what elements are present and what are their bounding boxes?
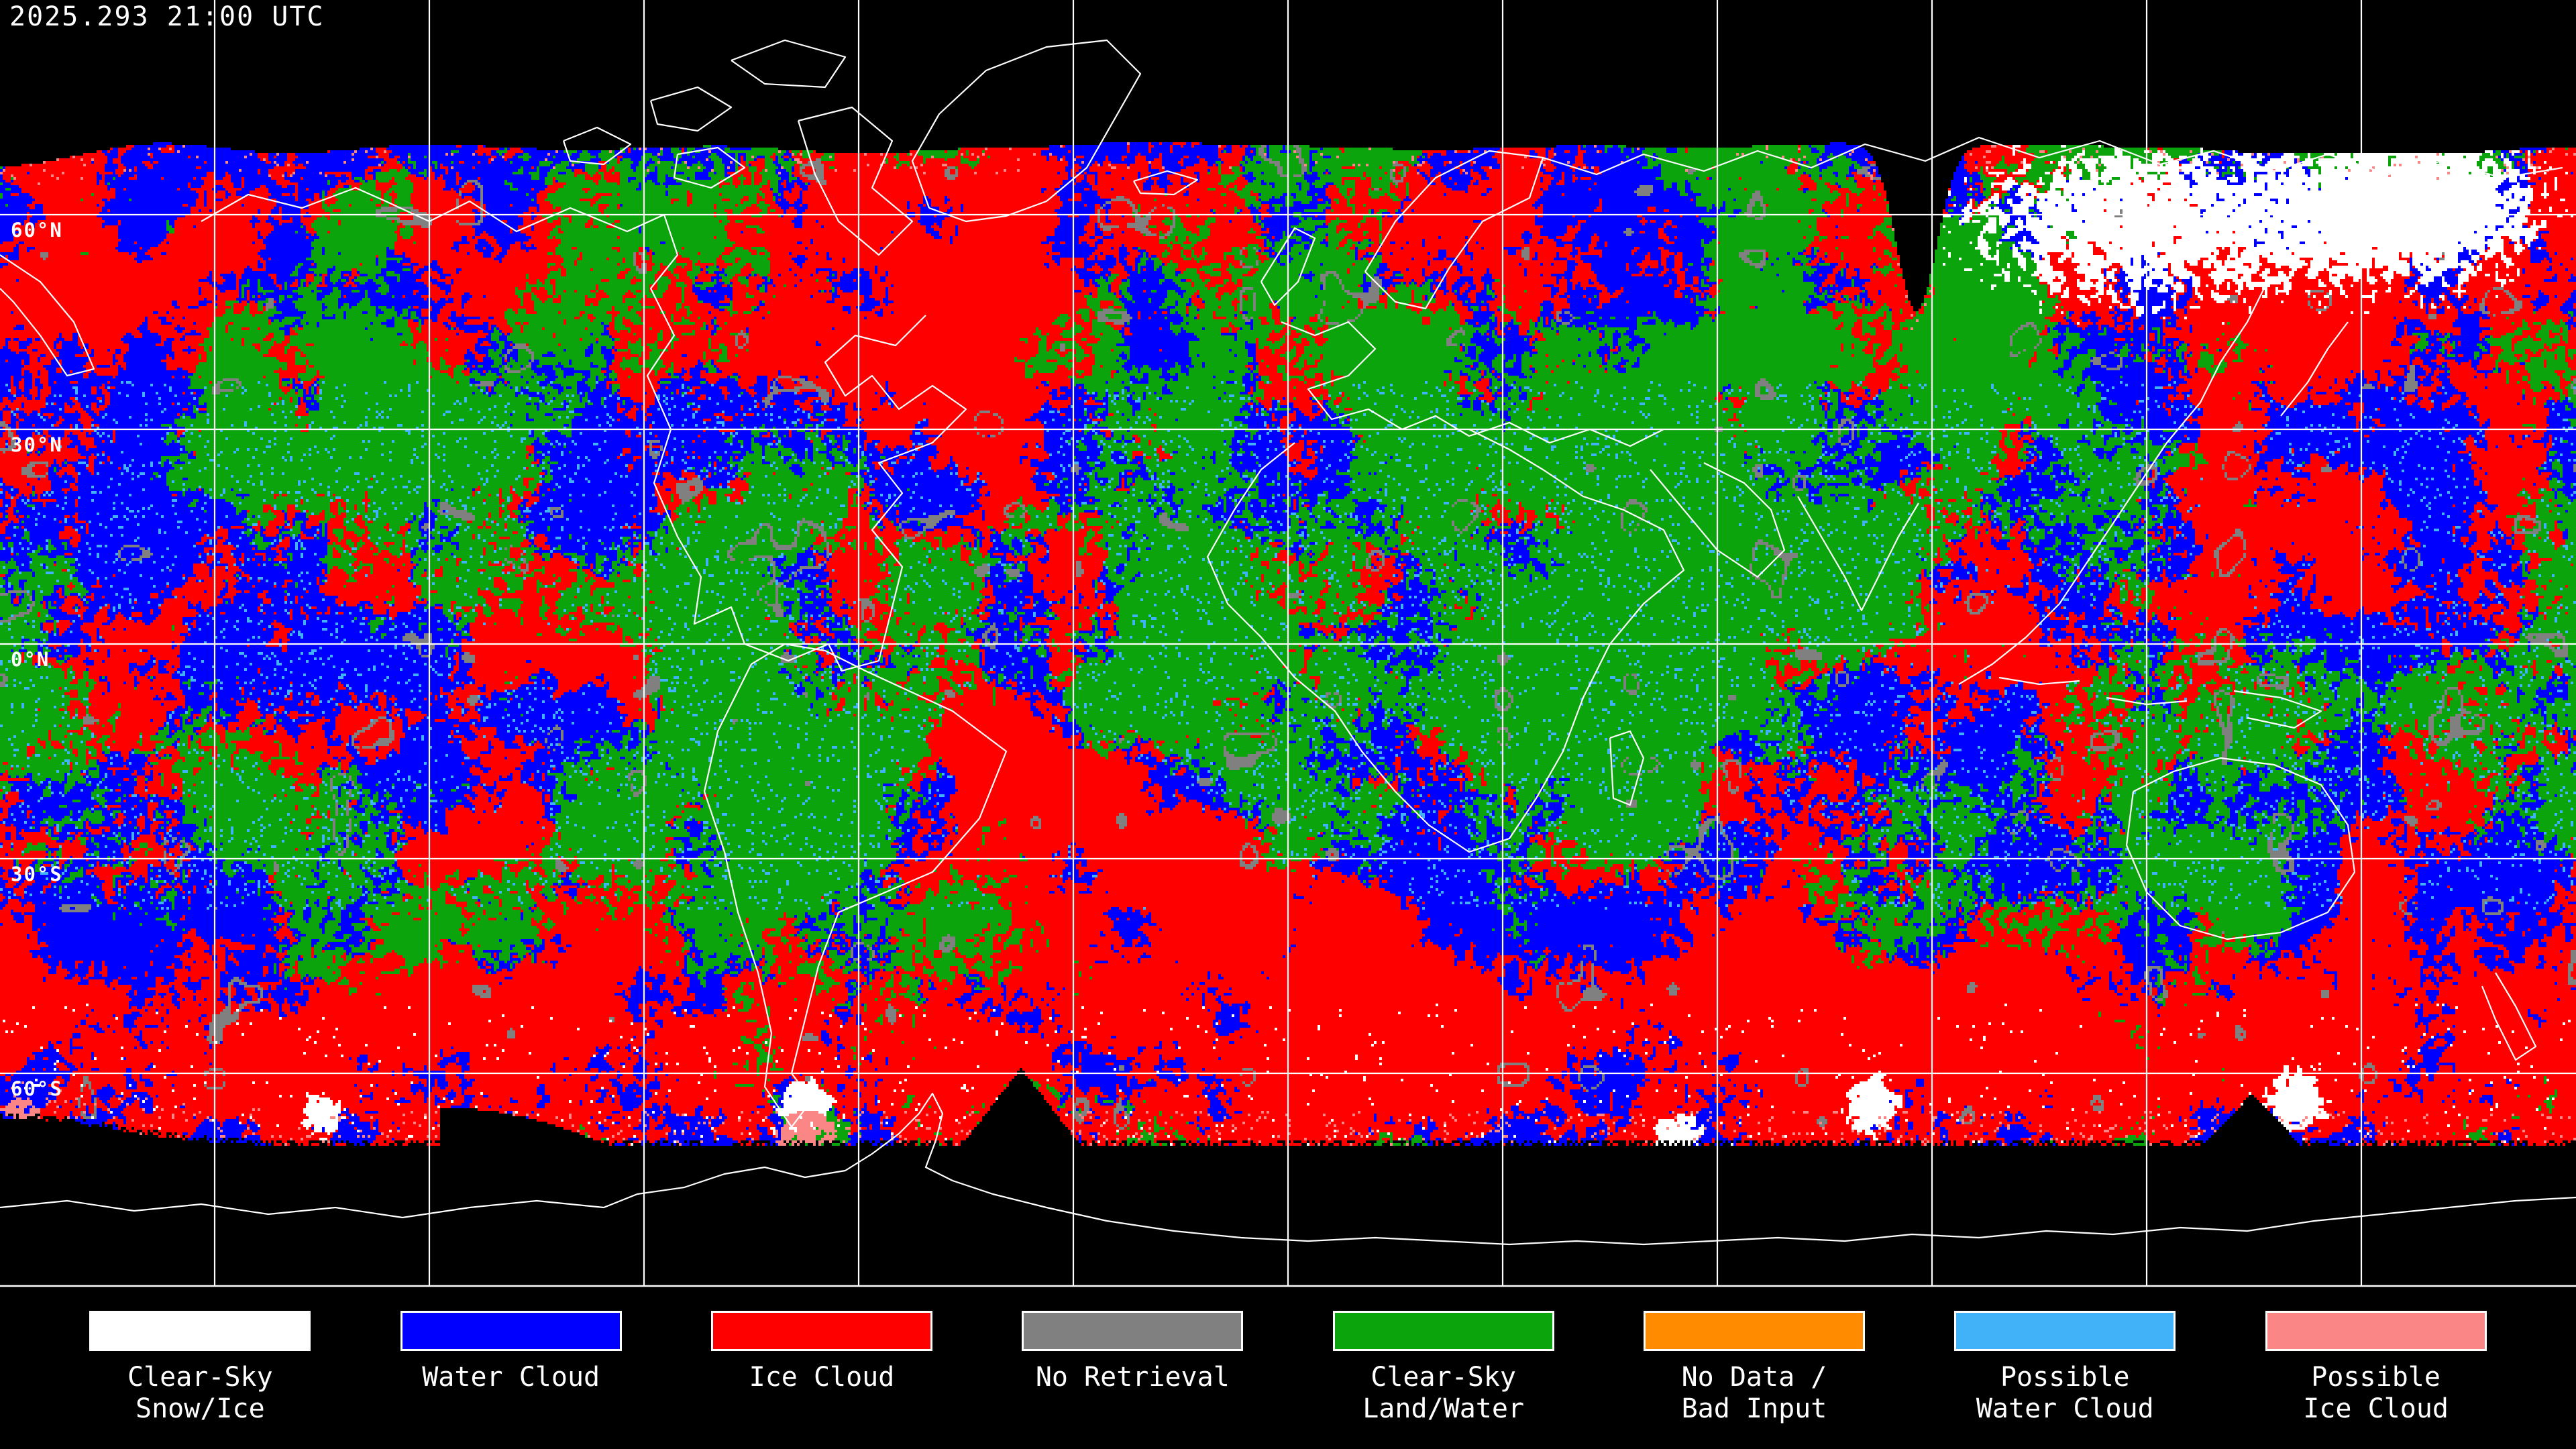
legend-label: Ice Cloud [749, 1362, 895, 1393]
coastline-path [1206, 429, 1685, 853]
legend-label: Possible Ice Cloud [2303, 1362, 2449, 1424]
coastline-path [1133, 170, 1199, 196]
coastline-path [2106, 696, 2188, 706]
coastline-path [1998, 676, 2080, 686]
coastline-path [0, 1092, 2576, 1246]
coastline-path [911, 39, 1142, 223]
timestamp: 2025.293 21:00 UTC [9, 1, 325, 32]
coastline-path [797, 106, 914, 256]
legend-label: No Retrieval [1035, 1362, 1230, 1393]
legend-item-0: Clear-Sky Snow/Ice [89, 1311, 311, 1425]
coastline-path [1609, 730, 1645, 806]
legend-item-2: Ice Cloud [710, 1311, 932, 1393]
legend-label: Clear-Sky Land/Water [1362, 1362, 1525, 1424]
coastline-path [1797, 496, 1919, 612]
legend-item-6: Possible Water Cloud [1954, 1311, 2176, 1425]
legend-label: No Data / Bad Input [1681, 1362, 1827, 1424]
legend-swatch [89, 1311, 311, 1351]
coastline-path [1650, 462, 1786, 578]
legend-swatch [400, 1311, 622, 1351]
legend-swatch [1022, 1311, 1244, 1351]
world-map: 2025.293 21:00 UTC 60°N 30°N 0°N 30°S 60°S [0, 0, 2576, 1288]
coastline-path [1542, 136, 2563, 179]
legend-swatch [1954, 1311, 2176, 1351]
coastline-path [562, 126, 632, 166]
legend-item-4: Clear-Sky Land/Water [1332, 1311, 1554, 1425]
coastline-path [731, 39, 847, 89]
coastline-path [1958, 281, 2268, 685]
legend-label: Water Cloud [422, 1362, 600, 1393]
legend-item-5: No Data / Bad Input [1643, 1311, 1865, 1425]
coastline-path [385, 200, 967, 672]
latitude-label-0: 60°N [11, 219, 63, 241]
coastline-path [649, 86, 733, 132]
legend-item-3: No Retrieval [1022, 1311, 1244, 1393]
coastline-path [1281, 321, 1664, 447]
legend-swatch [710, 1311, 932, 1351]
legend-item-7: Possible Ice Cloud [2265, 1311, 2487, 1425]
coastline-path [703, 643, 1008, 1128]
coastline-path [2481, 972, 2537, 1061]
latitude-label-2: 0°N [11, 648, 50, 671]
coastline-path [201, 186, 386, 222]
coastline-path [2233, 690, 2322, 729]
coastline-path [673, 146, 746, 189]
coastline-path [2280, 321, 2349, 417]
legend-swatch [2265, 1311, 2487, 1351]
map-overlay [0, 0, 2576, 1287]
coastline-path [1260, 227, 1316, 307]
legend-swatch [1643, 1311, 1865, 1351]
coastline-path [1364, 150, 1544, 310]
latitude-label-3: 30°S [11, 863, 63, 885]
legend-label: Clear-Sky Snow/Ice [127, 1362, 273, 1424]
legend-label: Possible Water Cloud [1976, 1362, 2154, 1424]
legend-item-1: Water Cloud [400, 1311, 622, 1393]
coastline-path [2125, 757, 2356, 941]
latitude-label-1: 30°N [11, 433, 63, 456]
legend-swatch [1332, 1311, 1554, 1351]
coastline-path [0, 254, 95, 377]
latitude-label-4: 60°S [11, 1077, 63, 1100]
legend: Clear-Sky Snow/Ice Water Cloud Ice Cloud… [0, 1288, 2576, 1449]
